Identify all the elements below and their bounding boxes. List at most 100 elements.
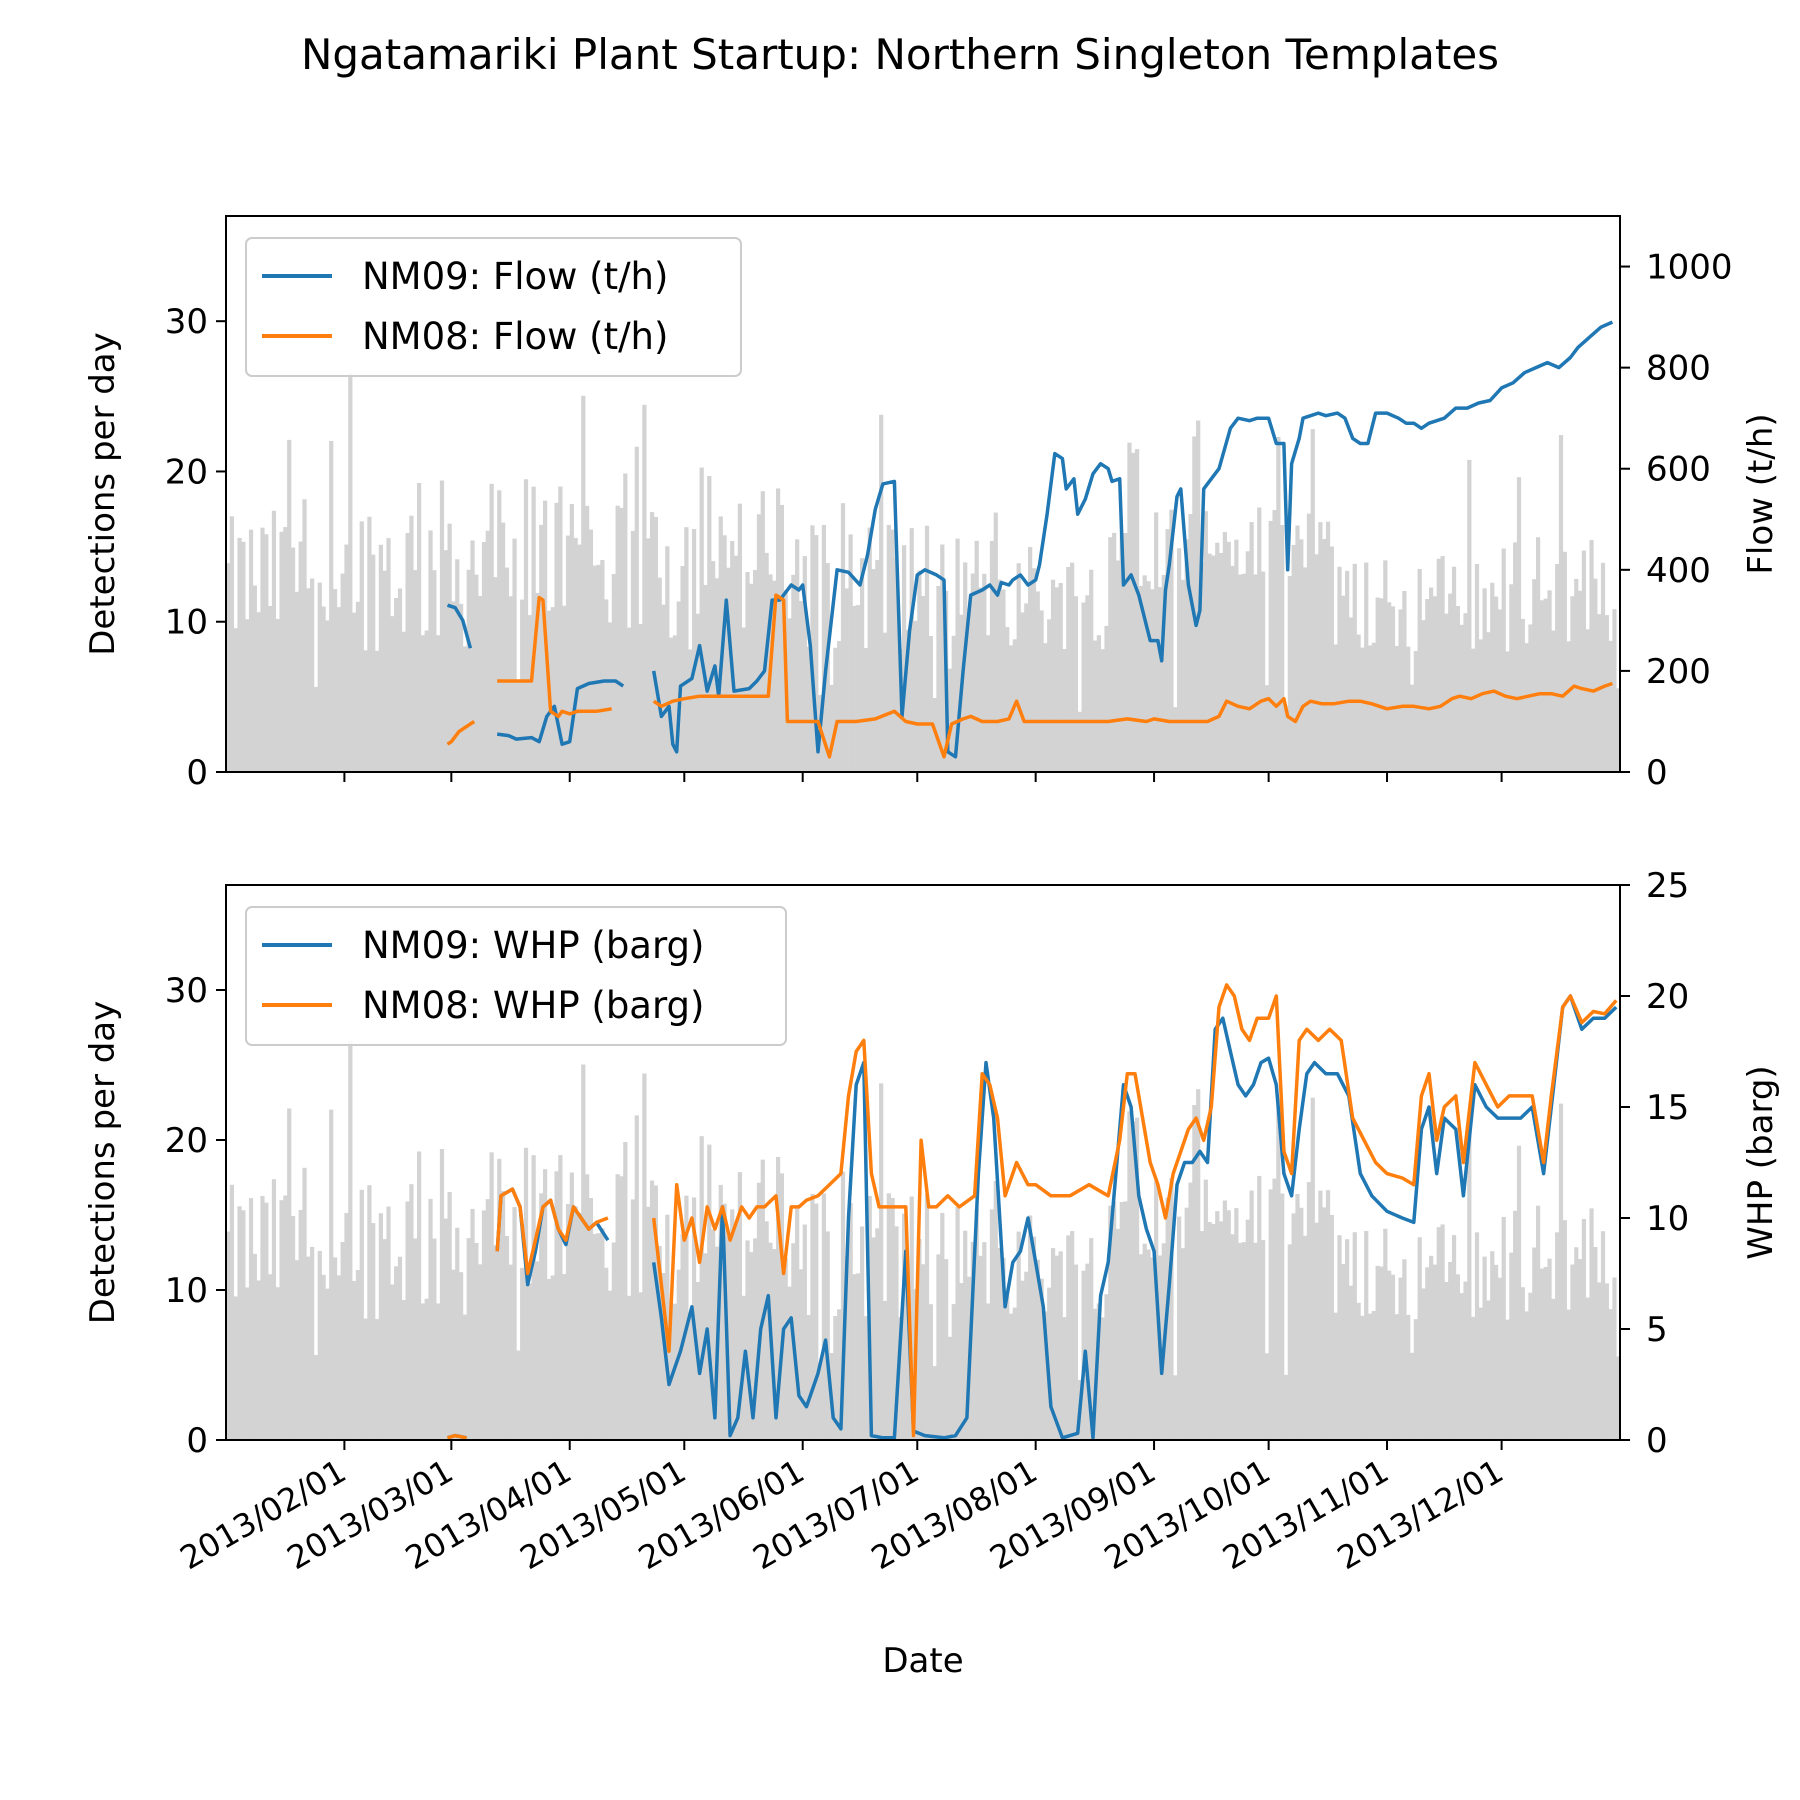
detection-bar: [1268, 520, 1273, 772]
detection-bar: [1585, 1297, 1590, 1440]
detection-bar: [1524, 643, 1529, 772]
detection-bar: [1429, 587, 1434, 772]
detection-bar: [336, 607, 341, 772]
detection-bar: [1211, 1223, 1216, 1440]
right-tick-label: 10: [1646, 1199, 1689, 1239]
detection-bar: [1108, 537, 1113, 772]
detection-bar: [623, 1142, 628, 1440]
detection-bar: [882, 1300, 888, 1440]
detection-bar: [970, 573, 975, 772]
detection-bar: [749, 583, 754, 772]
detection-bar: [1176, 548, 1182, 772]
detection-bar: [1123, 532, 1128, 772]
detection-bar: [627, 1295, 632, 1440]
detection-bar: [886, 1193, 891, 1440]
detection-bar: [546, 1278, 552, 1440]
detection-bar: [852, 605, 857, 772]
detection-bar: [1555, 563, 1560, 772]
detection-bar: [466, 569, 471, 772]
detection-bar: [997, 1247, 1002, 1440]
detection-bar: [1337, 1235, 1342, 1440]
detection-bar: [821, 524, 827, 772]
series-line-nm09: [496, 679, 625, 746]
detection-bar: [879, 414, 884, 772]
detection-bar: [1211, 555, 1216, 772]
detection-bar: [371, 1223, 376, 1440]
detection-bar: [1383, 560, 1388, 772]
detection-bar: [489, 1152, 494, 1440]
detection-bar: [718, 516, 723, 772]
detection-bar: [1558, 435, 1564, 772]
detection-bar: [1501, 548, 1506, 772]
detection-bar: [1050, 1248, 1056, 1440]
detection-bar: [1066, 1235, 1071, 1440]
detection-bar: [558, 1155, 563, 1440]
detection-bar: [1150, 1257, 1155, 1440]
detection-bar: [955, 538, 960, 772]
detection-bar: [1593, 578, 1598, 772]
detection-bar: [294, 1260, 299, 1440]
detection-bar: [1218, 552, 1224, 772]
detection-bar: [394, 1266, 399, 1440]
detection-bar: [588, 1197, 594, 1440]
detection-bar: [1577, 590, 1583, 772]
detection-bar: [592, 1233, 597, 1440]
detection-bar: [1520, 618, 1525, 772]
detection-bar: [310, 1246, 315, 1440]
detection-bar: [585, 505, 590, 772]
detection-bar: [1543, 1266, 1548, 1440]
detection-bar: [287, 439, 292, 772]
detection-bar: [1295, 1193, 1300, 1440]
detection-bar: [691, 529, 697, 772]
detection-bar: [932, 1366, 937, 1440]
detection-bar: [428, 1198, 433, 1440]
detection-bar: [844, 1256, 849, 1440]
detection-bar: [1123, 1201, 1128, 1440]
detection-bar: [798, 600, 804, 772]
detection-bar: [298, 541, 303, 772]
detection-bar: [523, 1147, 529, 1440]
detection-bar: [1562, 1220, 1567, 1440]
detection-bar: [577, 544, 582, 772]
detection-bar: [359, 521, 364, 772]
detection-bar: [367, 516, 372, 772]
detection-bar: [470, 540, 475, 772]
detection-bar: [802, 1224, 807, 1440]
right-tick-label: 20: [1646, 977, 1689, 1017]
detection-bar: [386, 538, 391, 772]
detection-bar: [753, 1238, 758, 1440]
detection-bar: [684, 1195, 689, 1440]
detection-bar: [413, 1238, 418, 1440]
detection-bar: [359, 1189, 364, 1440]
detection-bar: [1215, 1211, 1220, 1440]
detection-bar: [745, 572, 750, 772]
detection-bar: [1371, 642, 1376, 772]
detection-bar: [436, 635, 441, 772]
detection-bar: [363, 650, 368, 772]
legend-label: NM08: Flow (t/h): [362, 315, 668, 358]
detection-bar: [840, 1171, 846, 1440]
detection-bar: [917, 1238, 922, 1440]
legend-label: NM08: WHP (barg): [362, 984, 704, 1027]
detection-bar: [1066, 567, 1071, 772]
detection-bar: [634, 1115, 639, 1440]
detection-bar: [565, 535, 571, 772]
detection-bar: [760, 491, 765, 772]
detection-bar: [646, 1206, 651, 1440]
detection-bar: [875, 1228, 880, 1440]
detection-bar: [1581, 550, 1587, 772]
detection-bar: [1115, 560, 1121, 772]
detection-bar: [1310, 429, 1315, 772]
detection-bar: [260, 527, 265, 772]
detection-bar: [340, 1241, 345, 1440]
detection-bar: [859, 1226, 865, 1440]
detection-bar: [271, 1179, 277, 1440]
detection-bar: [340, 573, 345, 772]
detection-bar: [485, 530, 490, 772]
detection-bar: [630, 1199, 636, 1440]
detection-bar: [1070, 1231, 1075, 1440]
detection-bar: [1314, 554, 1319, 772]
legend-box: [245, 237, 742, 377]
detection-bar: [1058, 582, 1063, 772]
